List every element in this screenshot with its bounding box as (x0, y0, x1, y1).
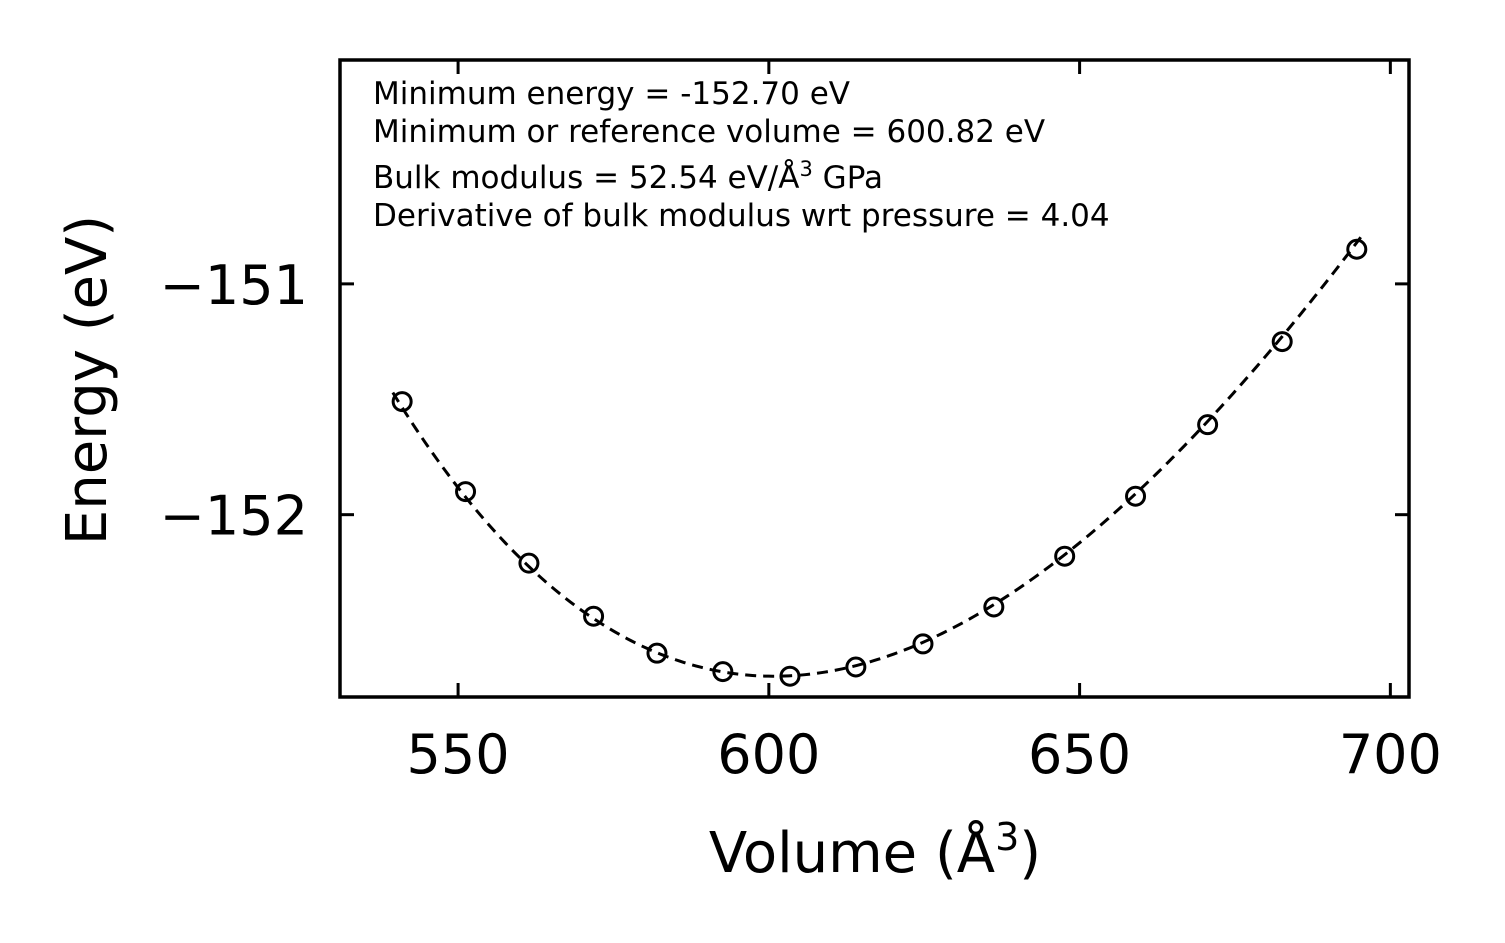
data-point (1125, 485, 1147, 507)
y-axis-label: Energy (eV) (55, 215, 120, 545)
data-point (455, 481, 477, 503)
annotation-min-volume: Minimum or reference volume = 600.82 eV (373, 114, 1045, 150)
birch-murnaghan-fit-line (391, 234, 1364, 678)
y-tick-label: −152 (160, 485, 308, 548)
axis-ticks: 550 600 650 700 −151 −152 (160, 60, 1442, 786)
plot-area (391, 234, 1368, 687)
data-point (1271, 331, 1293, 353)
data-point (912, 633, 934, 655)
data-point (1054, 545, 1076, 567)
data-point (779, 665, 801, 687)
y-tick-label: −151 (160, 254, 308, 317)
x-tick-label: 700 (1339, 723, 1442, 786)
plot-frame (338, 58, 1411, 699)
data-point (845, 656, 867, 678)
x-tick-label: 600 (717, 723, 820, 786)
data-point (1197, 414, 1219, 436)
data-point (983, 596, 1005, 618)
annotation-box: Minimum energy = -152.70 eV Minimum or r… (373, 76, 1110, 234)
x-tick-label: 550 (407, 723, 510, 786)
data-point (712, 661, 734, 683)
data-point (646, 642, 668, 664)
annotation-bulk-modulus: Bulk modulus = 52.54 eV/Å3 GPa (373, 157, 883, 196)
annotation-min-energy: Minimum energy = -152.70 eV (373, 76, 850, 112)
data-point (518, 552, 540, 574)
data-point (391, 391, 413, 413)
annotation-bulk-modulus-derivative: Derivative of bulk modulus wrt pressure … (373, 198, 1110, 234)
x-tick-label: 650 (1028, 723, 1131, 786)
data-point (583, 605, 605, 627)
data-point (1346, 238, 1368, 260)
x-axis-label: Volume (Å3) (709, 815, 1041, 886)
